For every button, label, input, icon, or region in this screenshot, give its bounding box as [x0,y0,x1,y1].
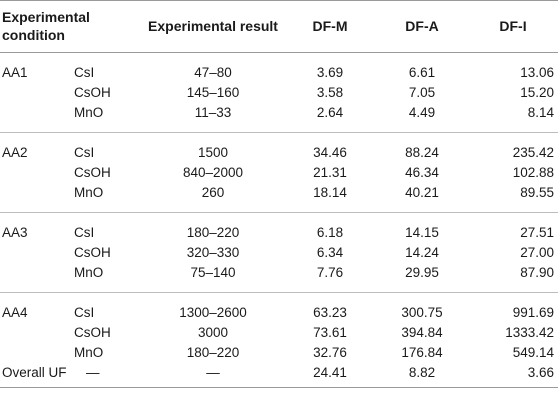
condition-cell [0,163,72,183]
table-header-row: Experimental condition Experimental resu… [0,0,558,53]
dfa-cell: 6.61 [408,65,436,80]
dfi-cell: 27.00 [520,245,554,260]
dfi-cell: 27.51 [468,212,558,243]
result-cell: 1300–2600 [142,292,284,323]
species-cell: CsI [72,212,142,243]
condition-cell [0,103,72,133]
dfi-cell: 8.14 [527,105,554,120]
species-cell: CsOH [74,85,111,100]
dfi-cell: 549.14 [512,345,554,360]
result-cell: 180–220 [142,212,284,243]
dfa-cell: 176.84 [401,345,443,360]
dfi-cell: 1333.42 [505,325,554,340]
species-cell: CsI [72,132,142,163]
header-condition: Experimental condition [0,0,142,53]
species-cell: MnO [74,345,104,360]
table-row: CsOH 840–2000 21.31 46.34 102.88 [0,163,558,183]
dfm-cell: 6.34 [316,245,344,260]
dfm-cell: 18.14 [313,185,347,200]
dfm-cell: 2.64 [316,105,344,120]
table-row: MnO 260 18.14 40.21 89.55 [0,183,558,213]
dfa-cell: 88.24 [376,132,468,163]
table-row: AA3 CsI 180–220 6.18 14.15 27.51 [0,212,558,243]
overall-row: Overall UF — — 24.41 8.82 3.66 [0,363,558,388]
header-dfi: DF-I [468,0,558,53]
species-cell: MnO [74,265,104,280]
species-cell: CsI [72,292,142,323]
dfm-cell: 34.46 [284,132,376,163]
dfm-cell: 21.31 [313,165,347,180]
condition-cell [0,323,72,343]
dfi-cell: 15.20 [520,85,554,100]
overall-species-cell: — [72,363,142,388]
overall-result-cell: — [142,363,284,388]
species-cell: MnO [74,105,104,120]
condition-cell: AA2 [0,132,72,163]
result-cell: 3000 [197,325,229,340]
table-row: AA1 CsI 47–80 3.69 6.61 13.06 [0,53,558,84]
dfm-cell: 32.76 [313,345,347,360]
condition-cell [0,243,72,263]
result-cell: 75–140 [190,265,236,280]
species-cell: CsI [74,65,95,80]
condition-cell: AA3 [0,212,72,243]
condition-cell [0,263,72,293]
overall-condition-cell: Overall UF [0,363,72,388]
result-cell: 1500 [142,132,284,163]
dfa-cell: 14.24 [405,245,439,260]
condition-cell: AA1 [2,65,28,80]
dfa-cell: 46.34 [405,165,439,180]
header-result: Experimental result [142,0,284,53]
result-cell: 47–80 [194,65,232,80]
dfa-cell: 14.15 [376,212,468,243]
dfi-cell: 991.69 [468,292,558,323]
species-cell: CsOH [74,325,111,340]
dfm-cell: 63.23 [284,292,376,323]
dfi-cell: 102.88 [512,165,554,180]
result-cell: 260 [201,185,225,200]
dfi-cell: 13.06 [520,65,554,80]
dfa-cell: 29.95 [405,265,439,280]
condition-cell [0,183,72,213]
dfm-cell: 73.61 [313,325,347,340]
condition-cell [0,83,72,103]
header-dfa: DF-A [376,0,468,53]
result-cell: 145–160 [186,85,240,100]
table-row: CsOH 3000 73.61 394.84 1333.42 [0,323,558,343]
table-row: AA2 CsI 1500 34.46 88.24 235.42 [0,132,558,163]
dfm-cell: 6.18 [284,212,376,243]
dfa-cell: 4.49 [408,105,436,120]
table-row: CsOH 145–160 3.58 7.05 15.20 [0,83,558,103]
dfi-cell: 235.42 [468,132,558,163]
dfi-cell: 87.90 [520,265,554,280]
decontamination-factor-table: Experimental condition Experimental resu… [0,0,558,388]
result-cell: 320–330 [186,245,240,260]
species-cell: CsOH [74,245,111,260]
condition-cell [0,343,72,363]
result-cell: 180–220 [186,345,240,360]
dfa-cell: 40.21 [405,185,439,200]
dfm-cell: 3.58 [316,85,344,100]
table-row: MnO 75–140 7.76 29.95 87.90 [0,263,558,293]
species-cell: MnO [74,185,104,200]
table-row: MnO 180–220 32.76 176.84 549.14 [0,343,558,363]
table-row: AA4 CsI 1300–2600 63.23 300.75 991.69 [0,292,558,323]
overall-dfm-cell: 24.41 [284,363,376,388]
table-row: CsOH 320–330 6.34 14.24 27.00 [0,243,558,263]
species-cell: CsOH [74,165,111,180]
table-row: MnO 11–33 2.64 4.49 8.14 [0,103,558,133]
overall-dfi-cell: 3.66 [468,363,558,388]
overall-dfa-cell: 8.82 [376,363,468,388]
header-dfm: DF-M [284,0,376,53]
dfa-cell: 394.84 [401,325,443,340]
result-cell: 840–2000 [182,165,244,180]
dfa-cell: 7.05 [408,85,436,100]
result-cell: 11–33 [194,105,232,120]
dfm-cell: 7.76 [316,265,344,280]
dfi-cell: 89.55 [520,185,554,200]
condition-cell: AA4 [0,292,72,323]
dfa-cell: 300.75 [376,292,468,323]
dfm-cell: 3.69 [316,65,344,80]
